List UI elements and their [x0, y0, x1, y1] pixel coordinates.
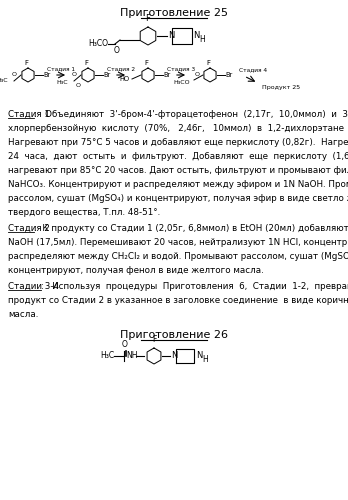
Text: F: F — [145, 14, 150, 23]
Text: Стадии 3-4: Стадии 3-4 — [8, 282, 59, 291]
Text: Br: Br — [103, 72, 110, 78]
Text: твердого вещества, Т.пл. 48-51°.: твердого вещества, Т.пл. 48-51°. — [8, 208, 160, 217]
Text: 24  часа,  дают  остыть  и  фильтруют.  Добавляют  еще  перкислоту  (1,64г)  и: 24 часа, дают остыть и фильтруют. Добавл… — [8, 152, 348, 161]
Text: H₃CO: H₃CO — [173, 80, 190, 86]
Text: O: O — [11, 72, 16, 77]
Text: NaOH (17,5мл). Перемешивают 20 часов, нейтрализуют 1N HCl, концентрируют и: NaOH (17,5мл). Перемешивают 20 часов, не… — [8, 238, 348, 247]
Text: O: O — [76, 83, 80, 88]
Text: F: F — [144, 60, 148, 66]
Text: Стадия 3: Стадия 3 — [167, 66, 195, 71]
Text: Нагревают при 75°C 5 часов и добавляют еще перкислоту (0,82г).  Нагревают еще: Нагревают при 75°C 5 часов и добавляют е… — [8, 138, 348, 147]
Text: N: N — [171, 350, 177, 360]
Text: F: F — [206, 60, 210, 66]
Text: F: F — [24, 60, 28, 66]
Text: Стадия 1: Стадия 1 — [47, 66, 75, 71]
Text: Br: Br — [163, 72, 170, 78]
Text: H₃C: H₃C — [100, 352, 114, 360]
Text: H₃CO: H₃CO — [88, 40, 108, 48]
Text: :   Объединяют  3'-бром-4'-фторацетофенон  (2,17г,  10,0ммол)  и  3-: : Объединяют 3'-бром-4'-фторацетофенон (… — [34, 110, 348, 119]
Text: :   Используя  процедуры  Приготовления  6,  Стадии  1-2,  превращают: : Используя процедуры Приготовления 6, С… — [41, 282, 348, 291]
Text: Стадия 2: Стадия 2 — [107, 66, 135, 71]
Text: Br: Br — [225, 72, 232, 78]
Text: N: N — [196, 350, 203, 360]
Text: HO: HO — [120, 76, 130, 82]
Text: N: N — [193, 30, 199, 40]
Text: Стадия 1: Стадия 1 — [8, 110, 50, 119]
Text: Продукт 25: Продукт 25 — [262, 84, 300, 89]
Text: :  К продукту со Стадии 1 (2,05г, 6,8ммол) в EtOH (20мл) добавляют 1N: : К продукту со Стадии 1 (2,05г, 6,8ммол… — [34, 224, 348, 233]
Text: O: O — [71, 72, 77, 77]
Text: распределяют между CH₂Cl₂ и водой. Промывают рассолом, сушат (MgSO₄) и: распределяют между CH₂Cl₂ и водой. Промы… — [8, 252, 348, 261]
Text: H: H — [202, 354, 208, 364]
Text: H: H — [199, 34, 205, 43]
Text: N: N — [168, 30, 174, 40]
Text: рассолом, сушат (MgSO₄) и концентрируют, получая эфир в виде светло желтого: рассолом, сушат (MgSO₄) и концентрируют,… — [8, 194, 348, 203]
Text: масла.: масла. — [8, 310, 38, 319]
Text: Приготовление 26: Приготовление 26 — [120, 330, 228, 340]
Text: продукт со Стадии 2 в указанное в заголовке соединение  в виде коричневого: продукт со Стадии 2 в указанное в заголо… — [8, 296, 348, 305]
Text: нагревают при 85°C 20 часов. Дают остыть, фильтруют и промывают фильтрат 1N: нагревают при 85°C 20 часов. Дают остыть… — [8, 166, 348, 175]
Text: Стадия 4: Стадия 4 — [239, 67, 267, 72]
Text: концентрируют, получая фенол в виде желтого масла.: концентрируют, получая фенол в виде желт… — [8, 266, 264, 275]
Text: O: O — [122, 340, 128, 349]
Text: O: O — [195, 72, 199, 77]
Text: O: O — [114, 46, 120, 55]
Text: Приготовление 25: Приготовление 25 — [120, 8, 228, 18]
Text: хлорпербензойную  кислоту  (70%,   2,46г,   10ммол)  в  1,2-дихлорэтане  (20мл).: хлорпербензойную кислоту (70%, 2,46г, 10… — [8, 124, 348, 133]
Text: NH: NH — [126, 352, 137, 360]
Text: H₃C: H₃C — [0, 78, 8, 84]
Text: F: F — [152, 335, 156, 344]
Text: H₃C: H₃C — [56, 80, 68, 84]
Text: F: F — [84, 60, 88, 66]
Text: Br: Br — [43, 72, 50, 78]
Text: Стадия 2: Стадия 2 — [8, 224, 50, 233]
Text: NaHCO₃. Концентрируют и распределяют между эфиром и 1N NaOH. Промывают: NaHCO₃. Концентрируют и распределяют меж… — [8, 180, 348, 189]
